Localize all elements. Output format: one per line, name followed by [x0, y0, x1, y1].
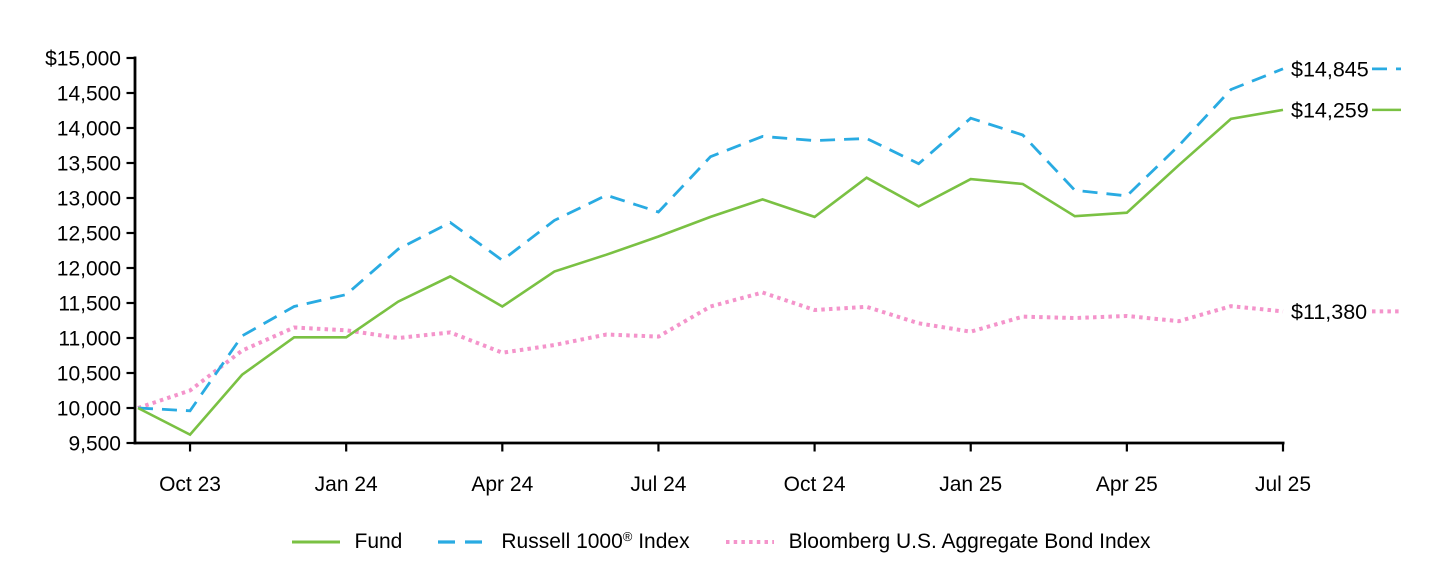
y-axis-tick-label: 9,500 [68, 433, 121, 456]
series-line-russell-1000-index [137, 67, 1284, 413]
y-axis-tick-label: 10,000 [57, 398, 121, 421]
x-axis-tick-label: Jul 25 [1255, 473, 1311, 496]
x-axis-tick-label: Apr 24 [471, 473, 533, 496]
legend-item-bloomberg-u-s-aggregate-bond-index: Bloomberg U.S. Aggregate Bond Index [724, 530, 1151, 554]
y-axis-tick-label: 13,000 [57, 188, 121, 211]
legend-swatch-fund-icon [291, 540, 340, 544]
legend-label: Russell 1000® Index [501, 529, 690, 553]
y-axis-tick-label: 11,500 [58, 293, 121, 316]
x-axis-tick-label: Jan 25 [939, 473, 1002, 496]
y-axis-tick-label: 14,500 [57, 83, 121, 106]
legend-swatch-bloomberg-u-s-aggregate-bond-index-icon [725, 540, 774, 544]
y-axis-tick-label: 10,500 [57, 363, 121, 386]
legend-item-fund: Fund [290, 530, 403, 554]
x-axis-tick-label: Apr 25 [1096, 473, 1158, 496]
y-axis-tick-label: $15,000 [45, 48, 121, 71]
legend-swatch-russell-1000-index-icon [438, 540, 487, 544]
x-axis-tick-label: Jul 24 [630, 473, 686, 496]
y-axis-tick-label: 13,500 [57, 153, 121, 176]
chart-legend: Fund Russell 1000® Index Bloomberg U.S. Ag… [0, 530, 1440, 554]
series-end-label-russell-1000-index: $14,845 [1291, 57, 1369, 81]
legend-label: Fund [354, 530, 403, 553]
y-axis-tick-label: 11,000 [58, 328, 121, 351]
x-axis-tick-label: Jan 24 [315, 473, 378, 496]
growth-chart-svg: $15,000 14,500 14,000 13,500 13,000 12,500 12,… [45, 48, 1401, 496]
x-axis-tick-label: Oct 24 [784, 473, 846, 496]
series-end-label-bloomberg-u-s-aggregate-bond-index: $11,380 [1291, 300, 1367, 324]
series-line-fund [137, 108, 1284, 437]
series-end-label-fund: $14,259 [1291, 98, 1369, 122]
y-axis-tick-label: 14,000 [57, 118, 121, 141]
x-axis-tick-label: Oct 23 [159, 473, 221, 496]
series-line-bloomberg-u-s-aggregate-bond-index [137, 290, 1284, 410]
y-axis-tick-label: 12,500 [57, 223, 121, 246]
legend-item-russell-1000-index: Russell 1000® Index [436, 529, 690, 554]
y-axis-tick-label: 12,000 [57, 258, 121, 281]
legend-label: Bloomberg U.S. Aggregate Bond Index [788, 530, 1151, 553]
